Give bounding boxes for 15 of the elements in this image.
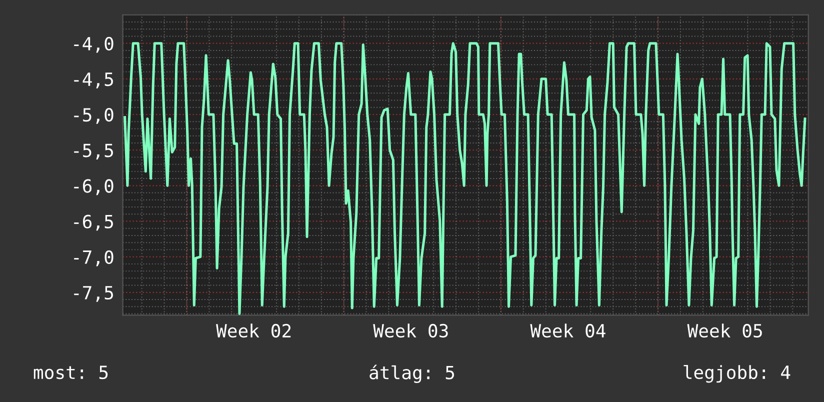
y-tick-label: -5,0: [74, 108, 114, 124]
y-tick-label: -7,0: [74, 250, 114, 266]
y-tick-label: -7,5: [74, 286, 113, 302]
text: legjobb: 4: [684, 365, 790, 383]
x-tick-label: Week 02: [216, 324, 291, 338]
x-tick-label: Week 05: [687, 324, 762, 338]
x-tick-label: Week 03: [373, 324, 448, 338]
text: most: 5: [34, 366, 108, 380]
y-tick-label: -4,5: [74, 72, 113, 88]
y-tick-label: -4,0: [74, 36, 114, 53]
y-tick-label: -6,5: [74, 214, 113, 231]
y-tick-label: -5,5: [74, 144, 113, 160]
y-tick-label: -6,0: [74, 179, 114, 196]
text: átlag: 5: [370, 364, 454, 384]
x-tick-label: Week 04: [530, 324, 606, 338]
